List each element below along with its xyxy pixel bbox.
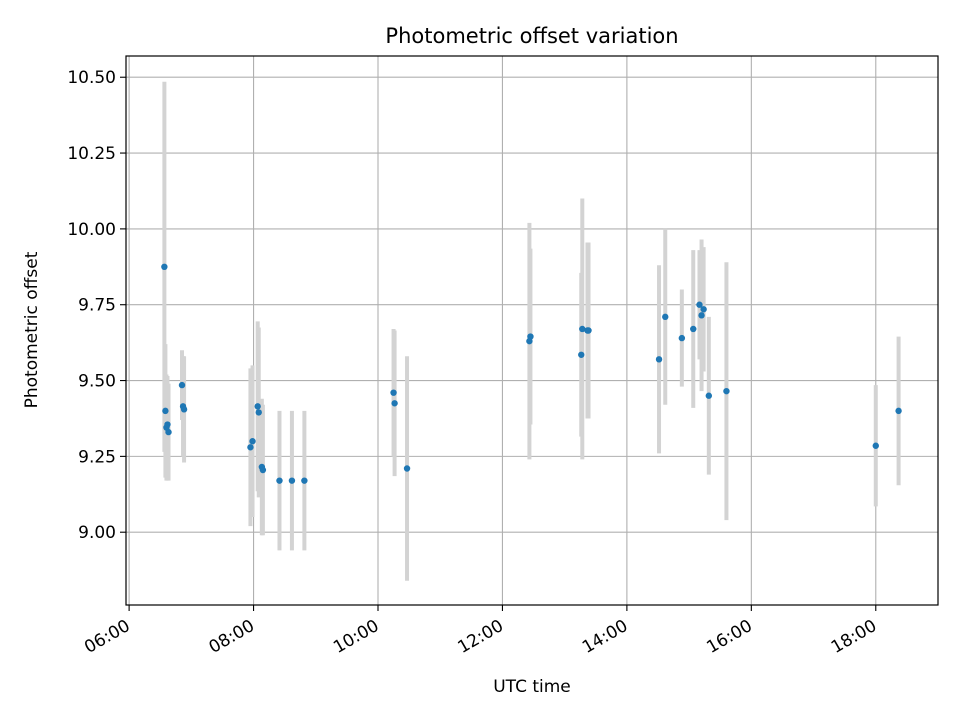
data-point bbox=[254, 403, 261, 410]
data-point bbox=[895, 407, 902, 415]
y-tick-label: 10.00 bbox=[67, 220, 116, 240]
data-point bbox=[872, 442, 879, 449]
y-axis-ticks: 9.00 9.25 9.50 9.75 10.00 10.25 10.50 bbox=[67, 68, 126, 543]
data-point bbox=[255, 409, 262, 416]
data-point bbox=[276, 477, 283, 484]
y-tick-label: 9.75 bbox=[78, 296, 116, 316]
y-tick-label: 9.50 bbox=[78, 372, 116, 392]
data-point bbox=[527, 333, 534, 340]
data-point bbox=[164, 421, 171, 428]
data-point bbox=[578, 351, 585, 358]
data-point bbox=[403, 465, 411, 472]
data-point bbox=[696, 301, 703, 308]
data-point bbox=[162, 407, 169, 415]
data-point bbox=[678, 334, 686, 342]
data-point bbox=[655, 356, 663, 363]
data-point bbox=[259, 466, 267, 474]
x-axis-label: UTC time bbox=[493, 677, 571, 697]
chart-title: Photometric offset variation bbox=[385, 24, 678, 48]
y-tick-label: 9.25 bbox=[78, 447, 116, 467]
y-axis-label: Photometric offset bbox=[22, 251, 42, 408]
y-tick-label: 10.25 bbox=[67, 144, 116, 164]
data-point bbox=[288, 477, 296, 484]
data-point bbox=[579, 325, 586, 333]
data-point bbox=[662, 313, 669, 321]
data-point bbox=[161, 263, 168, 271]
data-point bbox=[705, 392, 713, 399]
grid bbox=[126, 56, 938, 605]
data-point bbox=[723, 387, 730, 395]
y-tick-label: 9.00 bbox=[78, 523, 116, 543]
y-tick-label: 10.50 bbox=[67, 68, 116, 88]
data-point bbox=[301, 477, 308, 484]
data-point bbox=[700, 306, 707, 313]
data-point bbox=[698, 312, 705, 319]
data-point bbox=[180, 406, 188, 413]
plot-frame bbox=[125, 55, 939, 606]
data-point bbox=[391, 400, 398, 407]
data-point bbox=[390, 389, 397, 396]
data-point bbox=[165, 428, 172, 436]
data-point bbox=[585, 327, 592, 334]
data-point bbox=[690, 325, 697, 333]
data-points bbox=[161, 263, 902, 484]
data-point bbox=[178, 381, 186, 389]
data-point bbox=[247, 444, 254, 451]
data-point bbox=[249, 438, 256, 445]
